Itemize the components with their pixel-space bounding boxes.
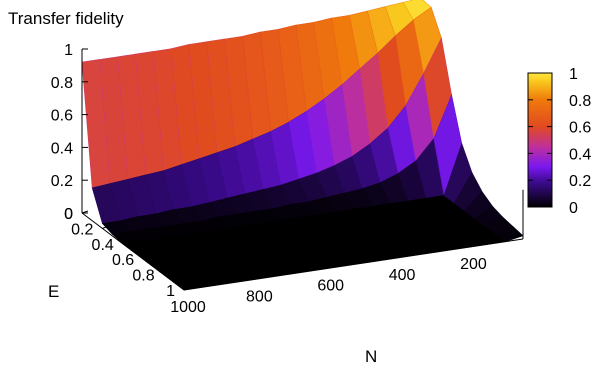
e-tick-mark	[143, 256, 150, 260]
n-axis-line	[183, 238, 524, 291]
e-tick-label: 0.6	[112, 252, 134, 269]
n-tick-label: 1000	[170, 299, 206, 316]
z-tick-label: 0.4	[51, 140, 73, 157]
e-axis-label: E	[48, 282, 59, 301]
e-tick-mark	[183, 287, 191, 291]
z-tick-label: 0	[64, 206, 73, 223]
e-axis-line	[81, 212, 185, 291]
axis-box	[81, 49, 524, 291]
e-tick-mark	[122, 241, 129, 245]
e-tick-label: 1	[166, 283, 175, 300]
n-tick-mark	[183, 283, 186, 291]
n-tick-label: 400	[389, 267, 416, 284]
colorbar	[527, 72, 553, 208]
e-tick-mark	[102, 225, 109, 229]
colorbar-tick-label: 0.8	[569, 93, 591, 110]
z-tick-label: 1	[64, 42, 73, 59]
n-tick-mark	[326, 262, 329, 269]
fidelity-surface	[81, 0, 524, 291]
n-tick-label: 200	[460, 256, 487, 273]
colorbar-tick-label: 0.6	[569, 120, 591, 137]
z-tick-label: 0.2	[51, 173, 73, 190]
z-tick-label: 0.8	[51, 75, 73, 92]
colorbar-tick-label: 0	[569, 200, 578, 217]
e-tick-label: 0.4	[92, 237, 114, 254]
e-tick-mark	[81, 210, 89, 214]
n-tick-mark	[397, 251, 400, 258]
n-tick-mark	[254, 273, 257, 280]
e-tick-label: 0	[64, 206, 73, 223]
n-tick-label: 600	[317, 278, 344, 295]
colorbar-tick-label: 1	[569, 66, 578, 83]
colorbar-ticks: 0 0.2 0.4 0.6 0.8 1	[528, 66, 591, 217]
z-tick-label: 0.6	[51, 108, 73, 125]
n-tick-label: 800	[246, 288, 273, 305]
axis-ticks: 00.20.40.60.8100.20.40.60.81100080060040…	[51, 42, 487, 316]
colorbar-tick-label: 0.2	[569, 173, 591, 190]
e-tick-label: 0.8	[132, 268, 154, 285]
colorbar-tick-label: 0.4	[569, 146, 591, 163]
n-tick-mark	[468, 240, 471, 248]
n-axis-label: N	[365, 347, 377, 366]
e-tick-label: 0.2	[71, 221, 93, 238]
chart-title: Transfer fidelity	[8, 9, 124, 28]
e-tick-mark	[163, 272, 170, 276]
